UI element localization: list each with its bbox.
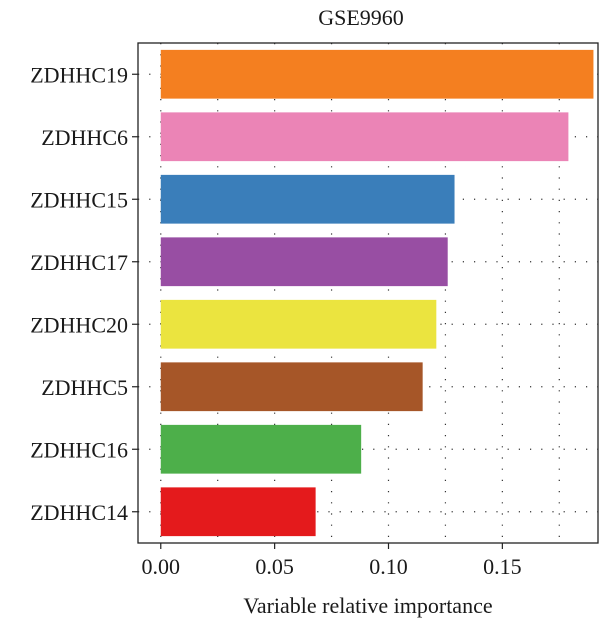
x-tick-label: 0.15 [483,554,522,579]
bars [160,49,594,537]
bar-zdhhc14 [160,487,316,537]
bar-zdhhc15 [160,174,455,224]
bar-zdhhc19 [160,49,594,99]
bar-zdhhc6 [160,112,569,162]
bar-zdhhc5 [160,362,423,412]
x-tick-label: 0.05 [255,554,294,579]
bar-zdhhc20 [160,299,437,349]
category-label-zdhhc5: ZDHHC5 [41,375,128,400]
x-tick-label: 0.10 [369,554,408,579]
category-label-zdhhc6: ZDHHC6 [41,125,128,150]
category-label-zdhhc20: ZDHHC20 [30,312,128,337]
bar-zdhhc17 [160,237,448,287]
bar-zdhhc16 [160,424,362,474]
category-label-zdhhc16: ZDHHC16 [30,437,128,462]
category-label-zdhhc17: ZDHHC17 [30,250,128,275]
chart-title: GSE9960 [318,5,404,30]
x-axis: 0.00 0.05 0.10 0.15 [142,543,522,579]
x-axis-title: Variable relative importance [243,593,492,618]
x-tick-label: 0.00 [142,554,181,579]
category-label-zdhhc15: ZDHHC15 [30,187,128,212]
plot-frame [137,42,599,544]
category-label-zdhhc19: ZDHHC19 [30,62,128,87]
y-axis: ZDHHC19 ZDHHC6 ZDHHC15 ZDHHC17 ZDHHC20 ZDHHC5… [30,62,138,525]
category-label-zdhhc14: ZDHHC14 [30,500,128,525]
